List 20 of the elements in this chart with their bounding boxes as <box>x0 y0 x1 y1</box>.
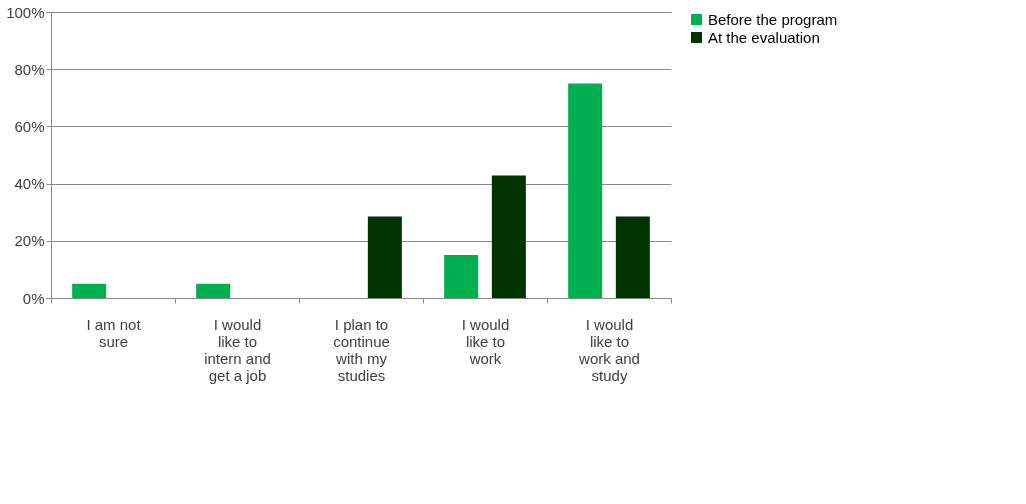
bar <box>444 255 479 298</box>
y-tick-label: 40% <box>14 175 45 193</box>
bar <box>72 283 107 298</box>
y-tick-label: 0% <box>22 289 45 307</box>
y-tick-label: 60% <box>14 117 45 135</box>
y-tick-label: 100% <box>6 3 45 21</box>
legend-label: At the evaluation <box>708 28 820 46</box>
y-tick-label: 20% <box>14 232 45 250</box>
x-tick-label: I would like to intern and get a job <box>204 315 271 384</box>
bar <box>196 283 231 298</box>
x-tick-label: I plan to continue with my studies <box>333 315 390 384</box>
bar <box>491 175 526 298</box>
x-tick-label: I would like to work <box>461 315 510 367</box>
legend-label: Before the program <box>708 10 838 28</box>
y-tick-label: 80% <box>14 60 45 78</box>
bar <box>568 83 603 298</box>
bar <box>367 216 402 298</box>
bar <box>615 216 650 298</box>
x-tick-label: I would like to work and study <box>578 315 640 384</box>
x-tick-label: I am not sure <box>86 315 142 350</box>
